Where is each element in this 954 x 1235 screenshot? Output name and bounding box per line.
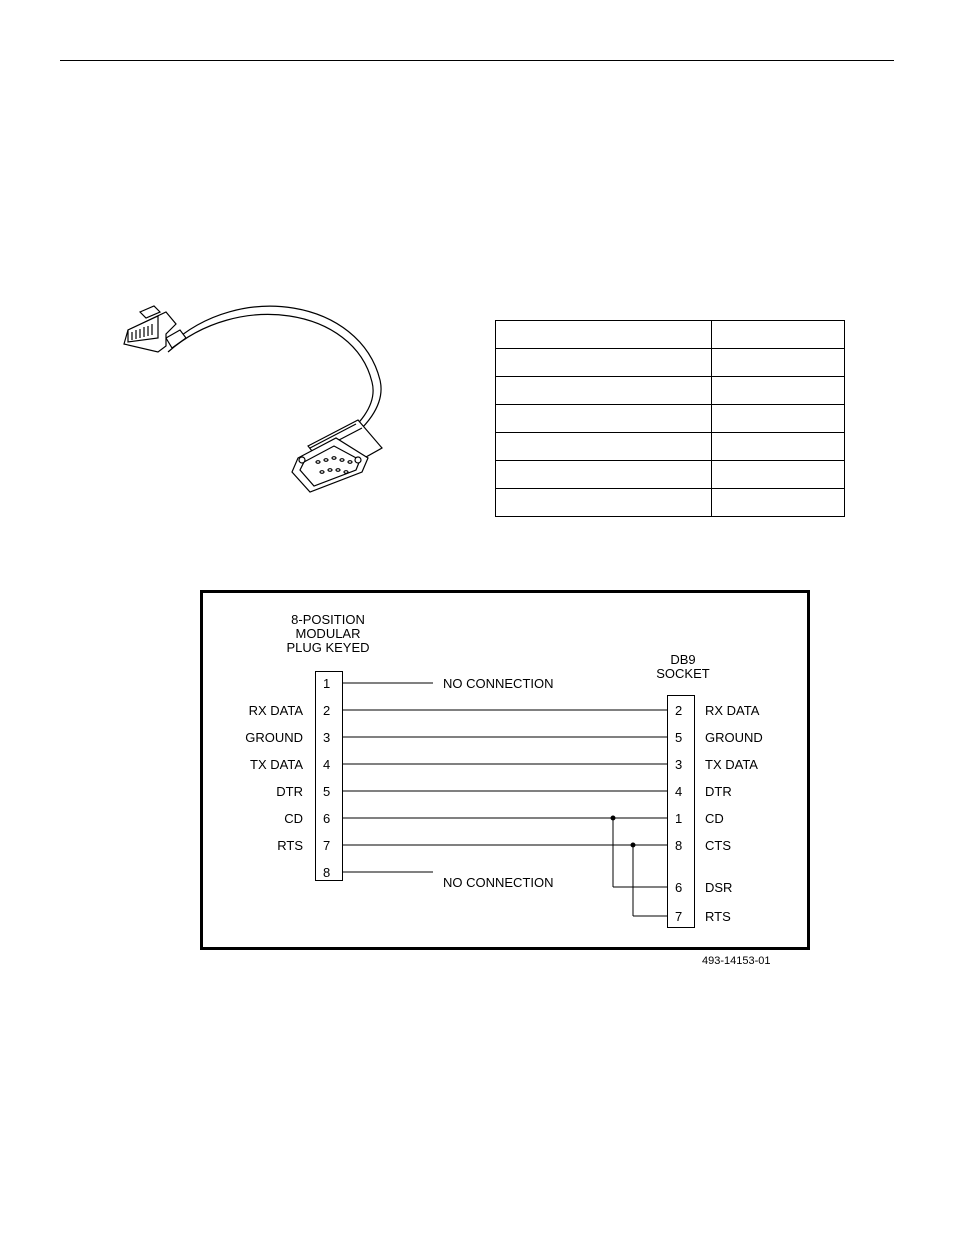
part-number: 493-14153-01 [702, 955, 771, 967]
spec-table [495, 320, 845, 517]
cable-illustration [110, 290, 430, 500]
wiring-diagram: 8-POSITION MODULAR PLUG KEYED DB9 SOCKET… [200, 590, 810, 950]
header-rule [60, 60, 894, 61]
wiring-lines [203, 593, 813, 953]
